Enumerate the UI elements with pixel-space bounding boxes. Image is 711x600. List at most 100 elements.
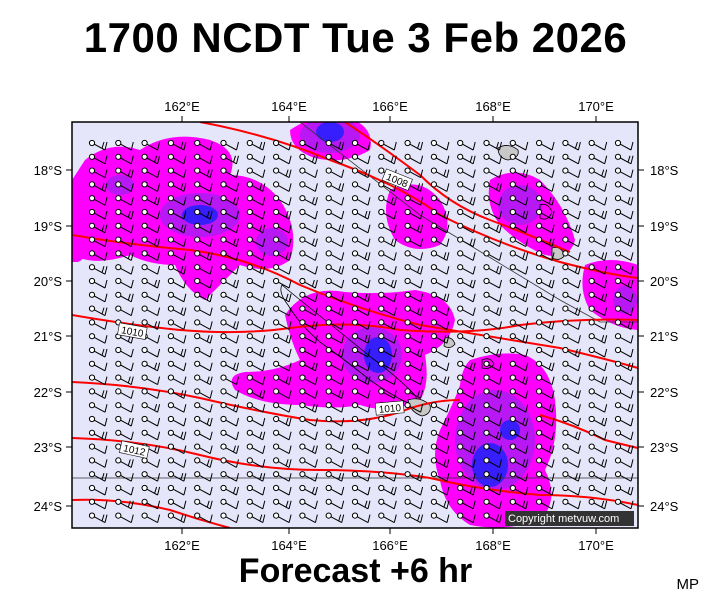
wind-barb xyxy=(194,429,213,441)
wind-barb xyxy=(88,291,108,303)
wind-barb xyxy=(141,374,161,386)
wind-barb xyxy=(194,139,213,151)
lon-label: 162°E xyxy=(164,538,200,553)
wind-barb xyxy=(457,167,476,179)
lat-label: 18°S xyxy=(650,163,679,178)
wind-barb xyxy=(273,429,292,441)
wind-barb xyxy=(509,181,529,192)
wind-barb xyxy=(246,360,266,372)
wind-barb xyxy=(246,346,266,358)
wind-barb xyxy=(246,139,266,151)
wind-barb xyxy=(483,250,502,261)
wind-barb xyxy=(220,402,239,413)
wind-barb xyxy=(562,415,581,427)
wind-barb xyxy=(220,250,239,261)
wind-barb xyxy=(430,471,450,482)
wind-barb xyxy=(378,429,397,441)
wind-barb xyxy=(194,471,213,482)
wind-barb xyxy=(220,181,239,192)
wind-barb xyxy=(88,195,108,206)
wind-barb xyxy=(246,153,266,165)
wind-barb xyxy=(457,415,476,427)
wind-barb xyxy=(378,222,397,234)
wind-barb xyxy=(378,374,397,386)
lon-label: 164°E xyxy=(271,99,307,114)
wind-barb xyxy=(115,208,134,220)
wind-barb xyxy=(194,512,213,524)
wind-barb xyxy=(614,153,634,165)
wind-barb xyxy=(351,388,371,399)
wind-barb xyxy=(115,139,134,151)
wind-barb xyxy=(404,222,424,234)
wind-barb xyxy=(562,429,581,441)
wind-barb xyxy=(588,415,608,427)
wind-barb xyxy=(378,333,397,344)
wind-barb xyxy=(562,208,581,220)
wind-barb xyxy=(562,139,581,151)
wind-barb xyxy=(351,139,371,151)
wind-barb xyxy=(404,374,424,386)
wind-barb xyxy=(614,374,634,386)
wind-barb xyxy=(430,167,450,179)
wind-barb xyxy=(167,236,187,248)
wind-barb xyxy=(562,402,581,413)
wind-barb xyxy=(588,319,608,330)
wind-barb xyxy=(536,498,555,510)
wind-barb xyxy=(404,429,424,441)
wind-barb xyxy=(483,208,502,220)
wind-barb xyxy=(614,277,634,289)
wind-barb xyxy=(536,443,555,455)
wind-barb xyxy=(167,291,187,303)
wind-barb xyxy=(167,250,187,261)
wind-barb xyxy=(220,346,239,358)
wind-barb xyxy=(483,360,502,372)
wind-barb xyxy=(194,415,213,427)
wind-barb xyxy=(299,374,318,386)
wind-barb xyxy=(483,291,502,303)
wind-barb xyxy=(588,498,608,510)
wind-barb xyxy=(536,167,555,179)
wind-barb xyxy=(299,236,318,248)
wind-barb xyxy=(457,181,476,192)
wind-barb xyxy=(378,346,397,358)
wind-barb xyxy=(614,291,634,303)
wind-barb xyxy=(509,388,529,399)
wind-barb xyxy=(351,195,371,206)
wind-barb xyxy=(167,374,187,386)
wind-barb xyxy=(299,360,318,372)
lon-label: 168°E xyxy=(475,99,511,114)
wind-barb xyxy=(562,236,581,248)
wind-barb xyxy=(167,153,187,165)
wind-barb xyxy=(614,415,634,427)
wind-barb xyxy=(536,471,555,482)
wind-barb xyxy=(430,195,450,206)
wind-barb xyxy=(299,250,318,261)
wind-barb xyxy=(325,195,345,206)
map-frame xyxy=(71,121,639,529)
wind-barb xyxy=(404,484,424,496)
wind-barb xyxy=(562,264,581,275)
wind-barb xyxy=(562,291,581,303)
wind-barb xyxy=(115,498,134,510)
wind-barb xyxy=(588,167,608,179)
wind-barb xyxy=(457,333,476,344)
wind-barb xyxy=(115,388,134,399)
wind-barb xyxy=(614,360,634,372)
wind-barb xyxy=(273,208,292,220)
wind-barb xyxy=(430,222,450,234)
wind-barb xyxy=(194,222,213,234)
wind-barb xyxy=(562,457,581,468)
wind-barb xyxy=(457,277,476,289)
wind-barb xyxy=(220,388,239,399)
wind-barb xyxy=(273,291,292,303)
wind-barb xyxy=(299,305,318,317)
wind-barb xyxy=(509,402,529,413)
wind-barb xyxy=(351,181,371,192)
wind-barb xyxy=(509,471,529,482)
wind-barb xyxy=(167,195,187,206)
wind-barb xyxy=(141,167,161,179)
wind-barb xyxy=(141,305,161,317)
wind-barb xyxy=(246,167,266,179)
wind-barb xyxy=(588,443,608,455)
wind-barb xyxy=(588,333,608,344)
